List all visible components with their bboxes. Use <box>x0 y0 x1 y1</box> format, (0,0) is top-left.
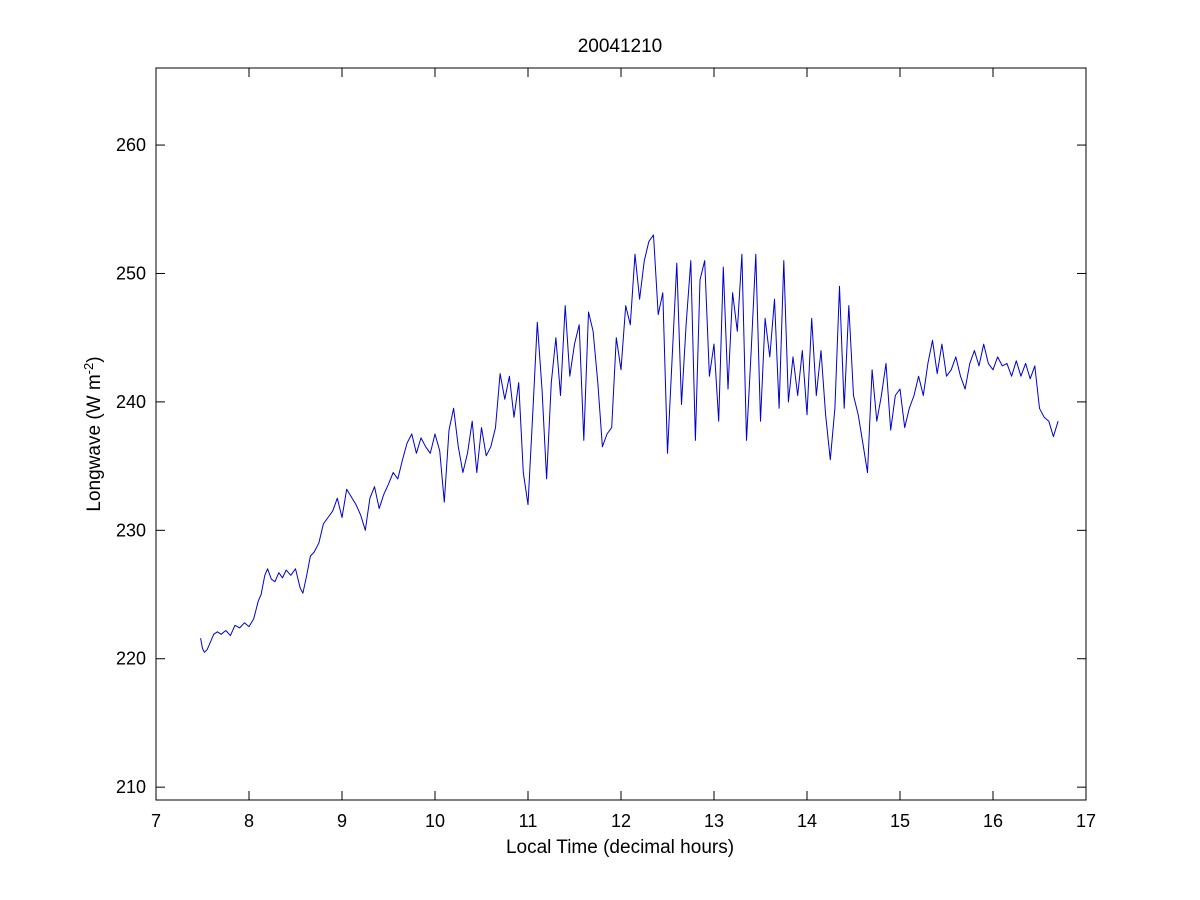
x-tick-label: 16 <box>983 811 1003 831</box>
x-tick-label: 7 <box>151 811 161 831</box>
chart-title: 20041210 <box>578 36 663 57</box>
y-axis-label-suffix: ) <box>84 356 105 362</box>
series-line-longwave <box>200 234 1059 653</box>
x-tick-label: 8 <box>244 811 254 831</box>
y-tick-label: 250 <box>116 263 146 283</box>
y-tick-label: 210 <box>116 777 146 797</box>
y-tick-label: 220 <box>116 649 146 669</box>
x-tick-label: 13 <box>704 811 724 831</box>
x-tick-label: 10 <box>425 811 445 831</box>
x-tick-label: 12 <box>611 811 631 831</box>
series-layer <box>200 234 1059 653</box>
y-axis-label-base: Longwave (W m <box>84 374 105 511</box>
x-tick-label: 15 <box>890 811 910 831</box>
y-axis: 210 220 230 240 250 260 <box>116 135 1086 797</box>
x-axis-label: Local Time (decimal hours) <box>506 837 734 858</box>
y-tick-label: 240 <box>116 392 146 412</box>
x-tick-label: 17 <box>1076 811 1096 831</box>
y-axis-label: Longwave (W m-2) <box>81 356 106 511</box>
x-tick-label: 14 <box>797 811 817 831</box>
y-tick-label: 230 <box>116 520 146 540</box>
x-tick-label: 9 <box>337 811 347 831</box>
x-axis: 7 8 9 10 11 12 13 14 15 16 17 <box>151 68 1096 831</box>
y-tick-label: 260 <box>116 135 146 155</box>
x-tick-label: 11 <box>519 811 538 831</box>
y-axis-label-superscript: -2 <box>81 363 96 375</box>
